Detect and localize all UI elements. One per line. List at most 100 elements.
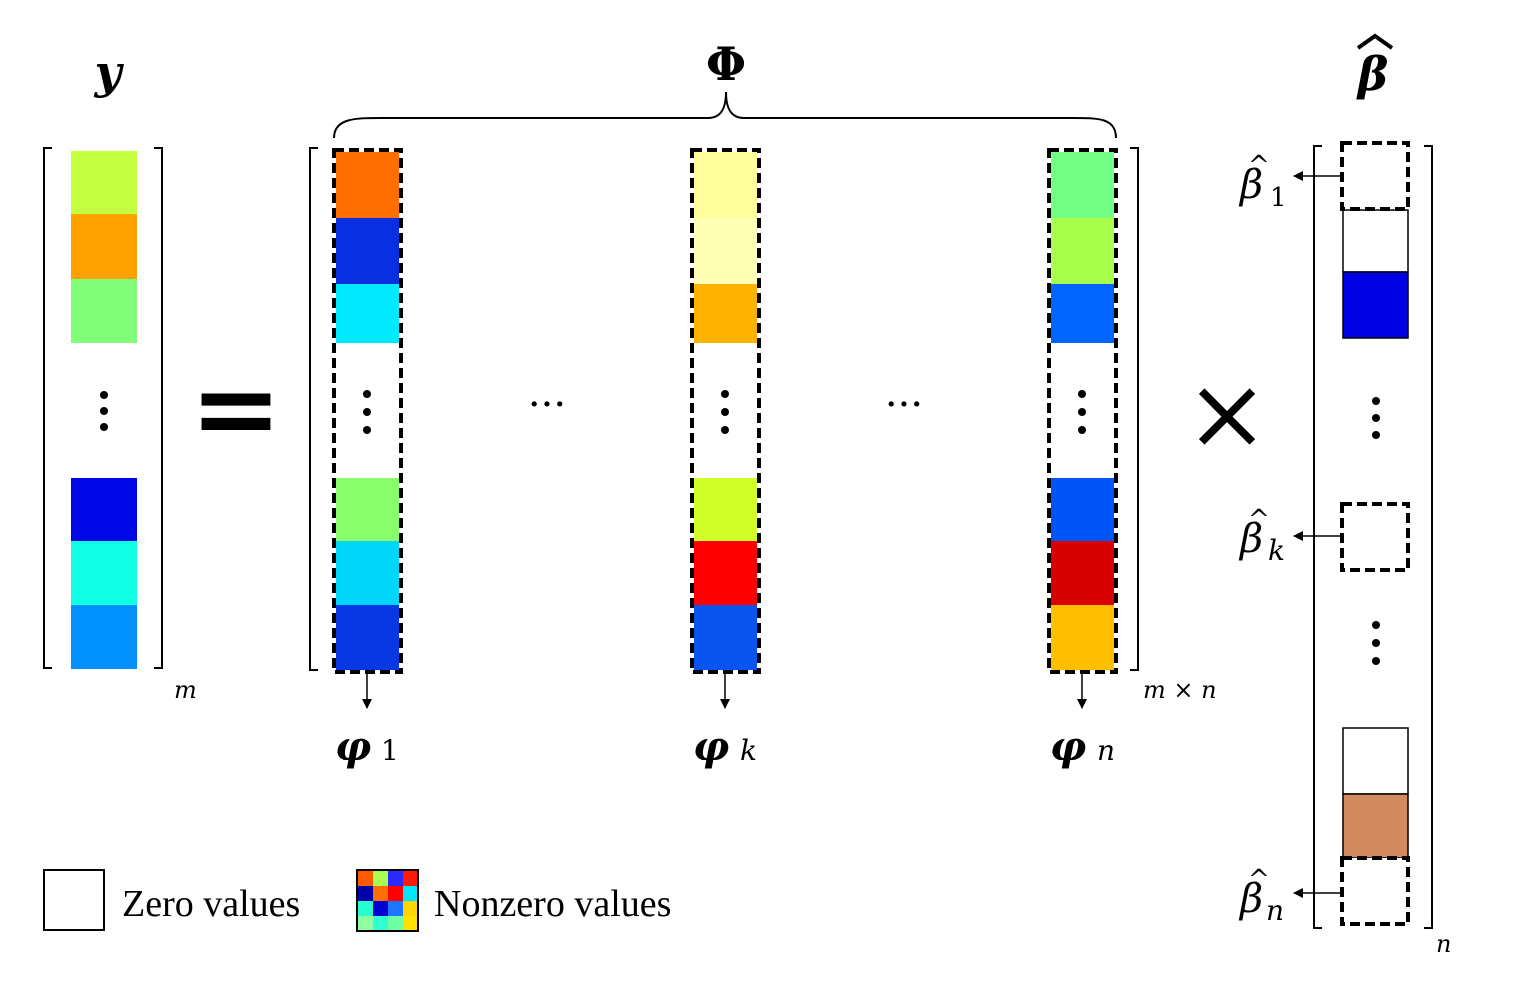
beta-nonzero-cell: [1342, 271, 1409, 339]
svg-text:n: n: [1097, 734, 1115, 767]
y-cell-4: [71, 478, 137, 541]
svg-text:n: n: [1266, 894, 1284, 927]
svg-text:1: 1: [1270, 183, 1287, 213]
y-cell-1: [71, 151, 137, 214]
beta-nonzero-cell-lower: [1342, 793, 1409, 859]
phi-k-label: φ k: [693, 723, 757, 770]
legend-mosaic-tile: [358, 871, 373, 886]
phi-right-bracket: [1130, 147, 1139, 671]
phi-curly-brace: [333, 91, 1117, 139]
beta-vertical-dots-1: [1372, 397, 1380, 439]
phi-k-cell-3: [694, 284, 757, 343]
phi-n-label: φ n: [1050, 723, 1115, 770]
phi-ellipsis-left: ···: [528, 382, 566, 428]
svg-text:^: ^: [1248, 505, 1270, 535]
phi-n-cell-3: [1051, 284, 1114, 343]
phi-n-cell-6: [1051, 605, 1114, 670]
phi-1-cell-1: [336, 152, 399, 218]
beta-label: β: [1356, 33, 1394, 101]
phi-ellipsis-right: ···: [885, 382, 923, 428]
phi-k-cell-2: [694, 218, 757, 284]
beta-k-label: β ^ k: [1238, 505, 1285, 567]
phi-column-k-cells: [694, 152, 757, 670]
beta-right-bracket: [1424, 145, 1433, 929]
y-cell-5: [71, 541, 137, 605]
phi-left-bracket: [309, 147, 318, 671]
legend-mosaic-tile: [403, 916, 418, 931]
beta-vertical-dots-2: [1372, 621, 1380, 665]
beta-n-cell: [1340, 856, 1410, 926]
beta-left-bracket: [1313, 145, 1322, 929]
equals-sign: =: [190, 343, 282, 472]
svg-text:1: 1: [381, 734, 399, 767]
svg-text:^: ^: [1248, 151, 1270, 181]
legend-nonzero-swatch: [358, 871, 418, 931]
phi-1-label: φ 1: [335, 723, 399, 770]
legend-mosaic-tile: [403, 901, 418, 916]
y-label: y: [94, 45, 125, 99]
legend-mosaic-tile: [388, 886, 403, 901]
legend-zero-label: Zero values: [122, 883, 300, 925]
phi-1-cell-2: [336, 218, 399, 284]
phi-1-cell-5: [336, 541, 399, 605]
legend-mosaic-tile: [373, 886, 388, 901]
phi-1-cell-6: [336, 605, 399, 670]
legend-mosaic-tile: [373, 871, 388, 886]
svg-text:β: β: [1238, 516, 1263, 562]
beta-zero-cell-lower: [1342, 727, 1409, 795]
phi-n-cell-5: [1051, 541, 1114, 605]
phi-k-cell-5: [694, 541, 757, 605]
phi-column-n-dots: [1078, 390, 1086, 434]
y-vertical-dots: [100, 391, 108, 431]
phi-1-cell-4: [336, 478, 399, 541]
phi-k-cell-1: [694, 152, 757, 218]
legend-zero-swatch: [43, 869, 105, 931]
y-cell-3: [71, 279, 137, 343]
legend-mosaic-tile: [403, 871, 418, 886]
svg-text:φ: φ: [693, 723, 729, 770]
phi-n-cell-2: [1051, 218, 1114, 284]
legend-nonzero-label: Nonzero values: [434, 883, 671, 925]
phi-dim-label: m × n: [1143, 676, 1217, 704]
phi-column-k-dots: [721, 390, 729, 434]
legend-mosaic-tile: [388, 871, 403, 886]
phi-n-cell-1: [1051, 152, 1114, 218]
beta-1-cell: [1340, 141, 1410, 211]
beta-1-label: β ^ 1: [1238, 151, 1287, 213]
svg-text:β: β: [1356, 47, 1389, 101]
phi-label: Φ: [706, 37, 746, 91]
legend-nonzero-swatch-border: [356, 869, 419, 932]
svg-text:β: β: [1238, 876, 1263, 922]
beta-k-cell: [1340, 502, 1410, 572]
legend-mosaic-tile: [358, 886, 373, 901]
beta-n-label: β ^ n: [1238, 865, 1284, 927]
y-dim-label: m: [174, 676, 197, 704]
y-cell-2: [71, 214, 137, 279]
phi-column-1-dots: [363, 390, 371, 434]
svg-text:φ: φ: [335, 723, 371, 770]
svg-text:β: β: [1238, 162, 1263, 208]
svg-text:^: ^: [1248, 865, 1270, 895]
phi-k-cell-4: [694, 478, 757, 541]
svg-text:k: k: [740, 734, 757, 767]
beta-dim-label: n: [1436, 930, 1451, 958]
y-vector-cells: [71, 151, 137, 669]
phi-column-n-cells: [1051, 152, 1114, 670]
legend-mosaic-tile: [373, 901, 388, 916]
svg-text:φ: φ: [1050, 723, 1086, 770]
svg-text:k: k: [1268, 534, 1285, 567]
phi-n-cell-4: [1051, 478, 1114, 541]
legend-mosaic-tile: [388, 901, 403, 916]
legend-mosaic-tile: [403, 886, 418, 901]
legend-mosaic-tile: [388, 916, 403, 931]
phi-1-cell-3: [336, 284, 399, 343]
y-cell-6: [71, 605, 137, 669]
beta-zero-cell: [1342, 209, 1409, 273]
phi-column-1-cells: [336, 152, 399, 670]
phi-k-cell-6: [694, 605, 757, 670]
legend-mosaic-tile: [358, 916, 373, 931]
times-sign: ×: [1185, 355, 1269, 472]
y-left-bracket: [43, 147, 52, 669]
